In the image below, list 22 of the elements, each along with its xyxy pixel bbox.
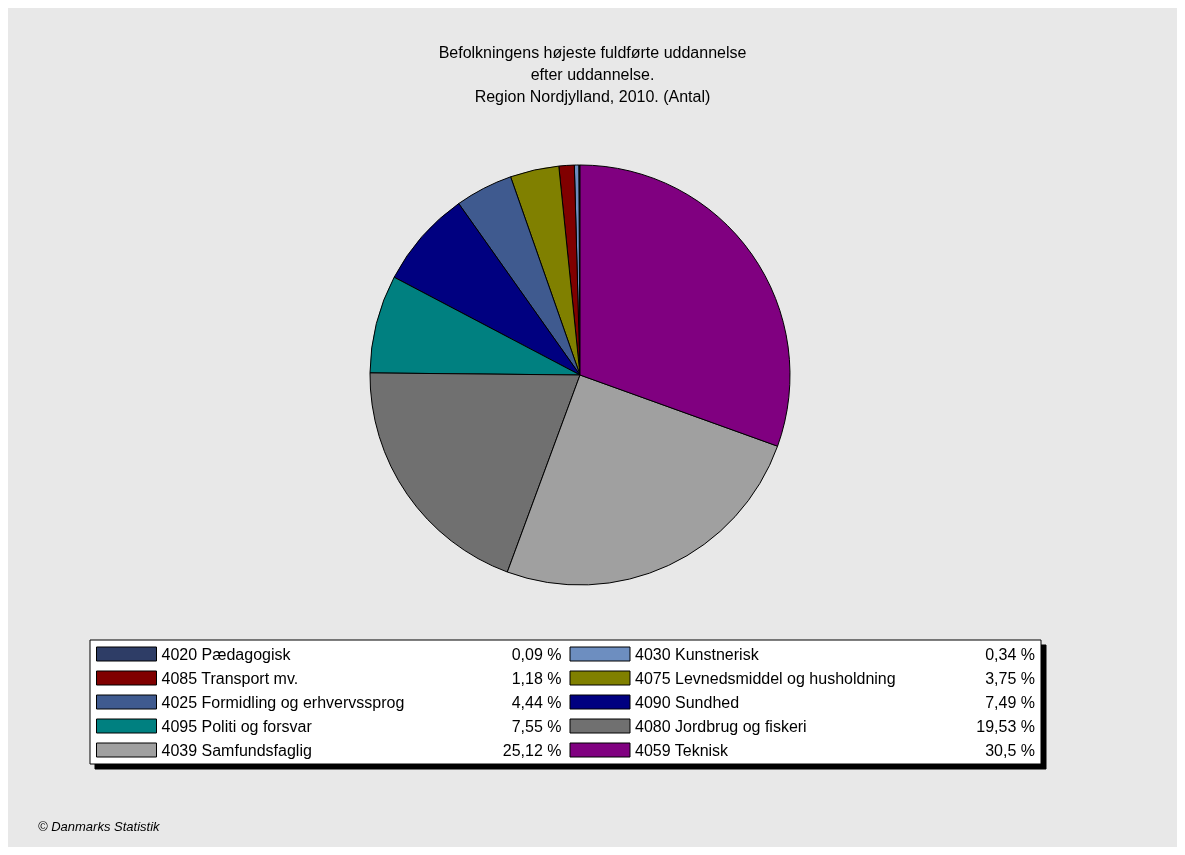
legend-label: 4095 Politi og forsvar xyxy=(161,717,313,735)
data-label: 3,75 % xyxy=(985,669,1035,687)
legend-label: 4059 Teknisk xyxy=(635,741,730,759)
legend-label: 4090 Sundhed xyxy=(635,693,740,711)
chart-title: Befolkningens højeste fuldførte uddannelse efter uddannelse. Region Nordjylland, 2010. (Antal) xyxy=(438,43,747,105)
legend-label: 4075 Levnedsmiddel og husholdning xyxy=(635,669,896,687)
legend-label: 4020 Pædagogisk xyxy=(161,645,292,663)
legend-label: 4085 Transport mv. xyxy=(161,669,299,687)
legend-label: 4030 Kunstnerisk xyxy=(635,645,760,663)
data-label: 19,53 % xyxy=(976,717,1035,735)
data-label: 1,18 % xyxy=(511,669,562,687)
data-label: 7,49 % xyxy=(985,693,1035,711)
data-label: 30,5 % xyxy=(985,741,1035,759)
data-label: 25,12 % xyxy=(502,741,562,759)
data-label: 0,09 % xyxy=(511,645,562,663)
legend-label: 4080 Jordbrug og fiskeri xyxy=(635,717,807,735)
text: © Danmarks Statistik xyxy=(38,819,162,834)
data-label: 0,34 % xyxy=(985,645,1035,663)
data-label: 7,55 % xyxy=(511,717,562,735)
legend-label: 4025 Formidling og erhvervssprog xyxy=(161,693,405,711)
data-label: 4,44 % xyxy=(511,693,562,711)
legend-label: 4039 Samfundsfaglig xyxy=(161,741,312,759)
